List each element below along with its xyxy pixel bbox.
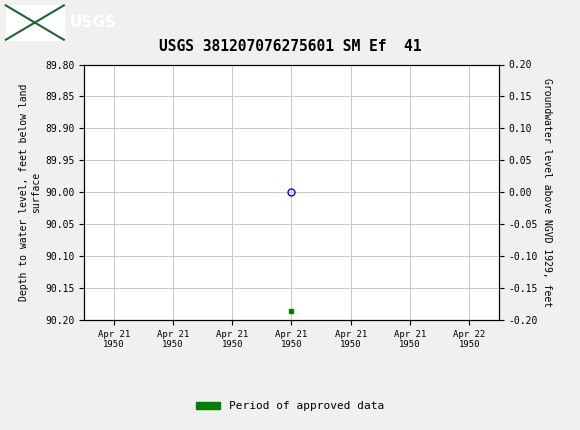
Legend: Period of approved data: Period of approved data (191, 397, 389, 416)
Text: USGS: USGS (70, 15, 117, 30)
Text: USGS 381207076275601 SM Ef  41: USGS 381207076275601 SM Ef 41 (159, 39, 421, 54)
Bar (6, 6, 64, 40)
Y-axis label: Groundwater level above NGVD 1929, feet: Groundwater level above NGVD 1929, feet (542, 78, 552, 307)
Y-axis label: Depth to water level, feet below land
surface: Depth to water level, feet below land su… (19, 84, 41, 301)
